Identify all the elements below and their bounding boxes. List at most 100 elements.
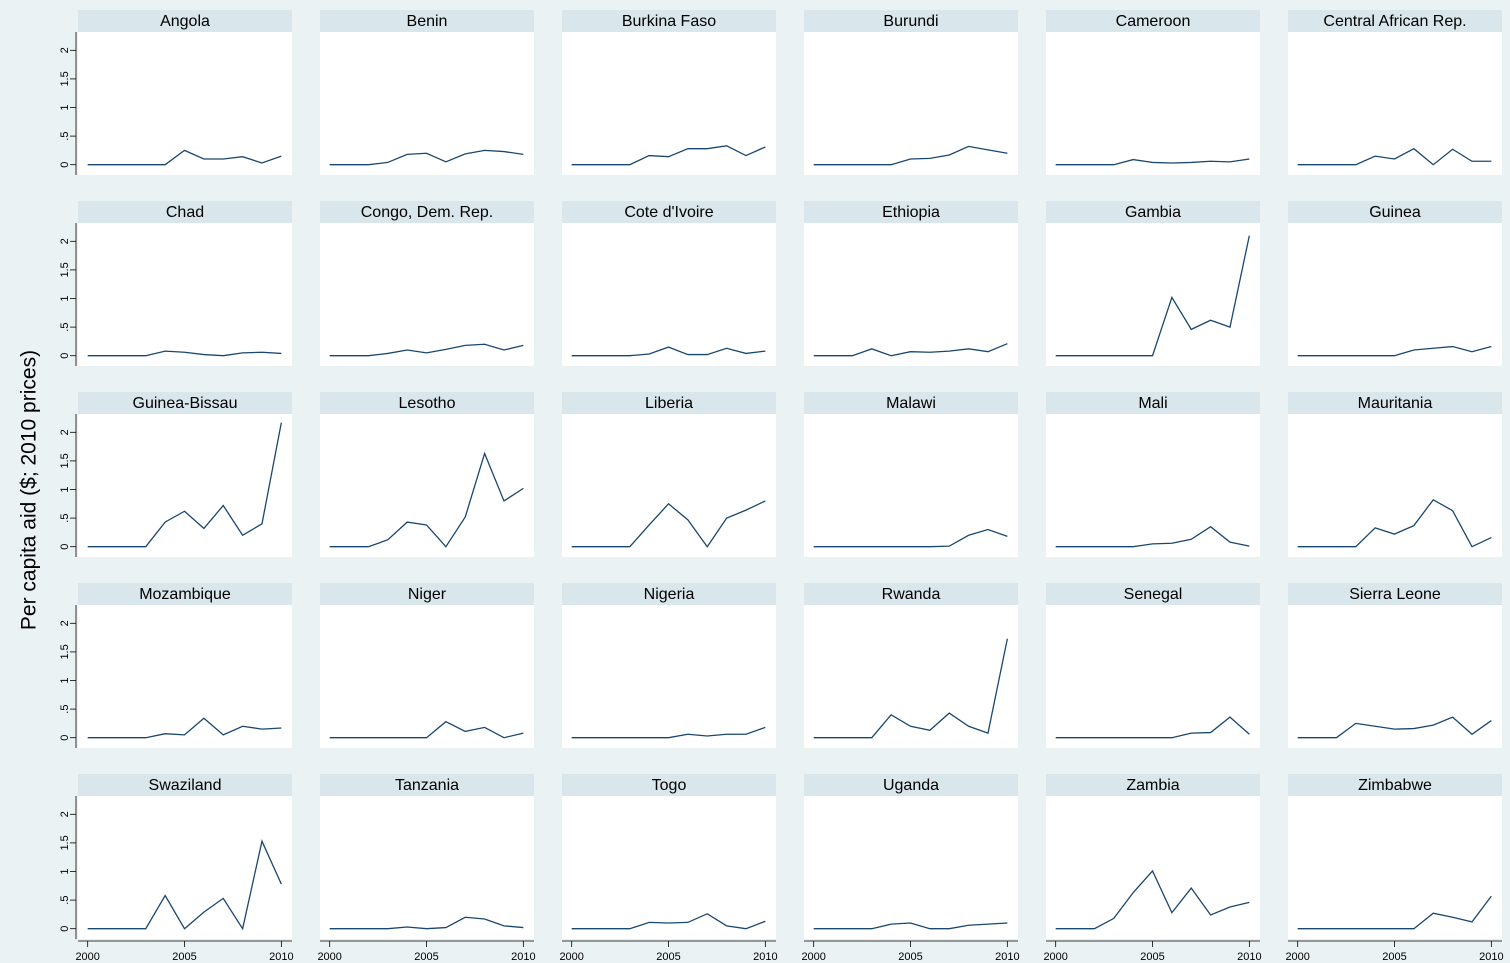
panel	[1046, 223, 1260, 366]
panel	[78, 796, 292, 939]
panel	[804, 796, 1018, 939]
line	[87, 149, 282, 166]
panel-strip	[804, 201, 1018, 223]
line	[813, 528, 1008, 548]
y-tick-label: 1.5	[59, 453, 71, 468]
x-tick-label: 2010	[1479, 951, 1503, 963]
line	[813, 343, 1008, 357]
line	[571, 145, 766, 166]
line	[87, 350, 282, 357]
line	[813, 638, 1008, 739]
line	[1055, 716, 1250, 739]
panel	[1288, 796, 1502, 939]
panel-strip	[804, 392, 1018, 414]
panel	[562, 414, 776, 557]
x-tick-label: 2000	[559, 951, 583, 963]
panel-title: Uganda	[883, 777, 939, 794]
panel-strip	[78, 392, 292, 414]
panel	[1046, 32, 1260, 175]
y-tick-label: 0	[59, 353, 71, 359]
panel	[562, 605, 776, 748]
panel-title: Zambia	[1126, 777, 1179, 794]
line	[571, 500, 766, 548]
panel	[1046, 796, 1260, 939]
panel-strip	[562, 392, 776, 414]
panel-title: Burundi	[883, 13, 938, 30]
panel	[804, 223, 1018, 366]
panel-title: Cote d'Ivoire	[624, 204, 713, 221]
y-tick-label: 2	[59, 620, 71, 626]
panel-title: Central African Rep.	[1323, 13, 1466, 30]
line	[813, 145, 1008, 166]
y-tick-label: 1.5	[59, 262, 71, 277]
y-tick-label: .5	[59, 896, 71, 905]
panel-strip	[804, 774, 1018, 796]
line	[329, 916, 524, 930]
y-tick-label: 2	[59, 811, 71, 817]
line	[1055, 158, 1250, 166]
x-tick-label: 2005	[414, 951, 438, 963]
y-tick-label: .5	[59, 323, 71, 332]
line	[329, 149, 524, 166]
x-tick-label: 2000	[75, 951, 99, 963]
line	[813, 922, 1008, 930]
panel-title: Angola	[160, 13, 210, 30]
panel-title: Niger	[408, 586, 447, 603]
panel	[320, 414, 534, 557]
panel-title: Congo, Dem. Rep.	[361, 204, 494, 221]
panel-title: Benin	[407, 13, 448, 30]
panel-title: Chad	[166, 204, 204, 221]
panel-title: Malawi	[886, 395, 936, 412]
panel-title: Guinea	[1369, 204, 1421, 221]
x-tick-label: 2000	[1043, 951, 1067, 963]
y-tick-label: 0	[59, 735, 71, 741]
line	[1297, 147, 1492, 166]
y-tick-label: 1	[59, 677, 71, 683]
panel-strip	[78, 774, 292, 796]
panel-title: Tanzania	[395, 777, 459, 794]
panel-strip	[320, 583, 534, 605]
panel	[804, 32, 1018, 175]
panel-strip	[804, 583, 1018, 605]
panel-strip	[1046, 392, 1260, 414]
line	[329, 720, 524, 739]
panel	[1288, 32, 1502, 175]
y-tick-label: 1.5	[59, 835, 71, 850]
y-tick-label: .5	[59, 132, 71, 141]
y-tick-label: .5	[59, 514, 71, 523]
panel	[1046, 414, 1260, 557]
panel-strip	[562, 774, 776, 796]
line	[1297, 345, 1492, 357]
y-tick-label: 0	[59, 544, 71, 550]
panel	[804, 414, 1018, 557]
panel-title: Burkina Faso	[622, 13, 716, 30]
line	[329, 343, 524, 357]
panel-title: Mozambique	[139, 586, 231, 603]
panel	[320, 223, 534, 366]
panel	[804, 605, 1018, 748]
panel-strip	[1288, 201, 1502, 223]
x-tick-label: 2010	[511, 951, 535, 963]
x-tick-label: 2010	[995, 951, 1019, 963]
panel	[1288, 414, 1502, 557]
panel-strip	[1288, 10, 1502, 32]
y-tick-label: 1	[59, 868, 71, 874]
line	[571, 726, 766, 739]
y-tick-label: 1	[59, 104, 71, 110]
panel-title: Sierra Leone	[1349, 586, 1441, 603]
panel	[78, 605, 292, 748]
panel-strip	[562, 10, 776, 32]
panel-title: Liberia	[645, 395, 693, 412]
panel-strip	[1046, 583, 1260, 605]
y-tick-label: 1.5	[59, 644, 71, 659]
panel-title: Swaziland	[149, 777, 222, 794]
panel-strip	[1288, 774, 1502, 796]
panel-title: Togo	[652, 777, 687, 794]
x-tick-label: 2005	[1382, 951, 1406, 963]
x-tick-label: 2005	[898, 951, 922, 963]
line	[1297, 716, 1492, 739]
panel-title: Gambia	[1125, 204, 1181, 221]
panel	[1288, 223, 1502, 366]
